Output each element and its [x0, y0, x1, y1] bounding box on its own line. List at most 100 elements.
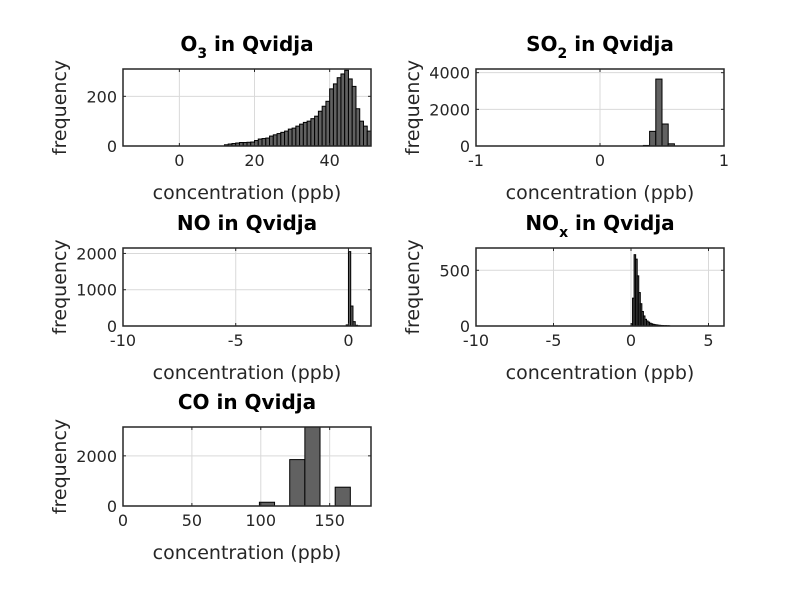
- histogram-bar: [257, 138, 263, 147]
- histogram-bar: [351, 85, 357, 147]
- histogram-bar: [355, 108, 361, 147]
- y-tick-label: 2000: [429, 100, 470, 119]
- y-axis-label: frequency: [402, 60, 424, 155]
- y-tick-label: 2000: [76, 244, 117, 263]
- y-tick-label: 0: [107, 137, 117, 156]
- histogram-bar: [329, 88, 334, 147]
- x-tick-label: 50: [182, 511, 202, 530]
- axes-box: [475, 247, 725, 327]
- y-tick-label: 0: [460, 137, 470, 156]
- x-axis-label: concentration (ppb): [153, 542, 342, 564]
- x-tick-label: 40: [319, 151, 339, 170]
- histogram-bar: [261, 138, 267, 147]
- histogram-bar: [359, 120, 364, 147]
- title-rest: in Qvidja: [567, 32, 674, 56]
- x-tick-label: -10: [463, 331, 489, 350]
- chart-title: NOx in Qvidja: [525, 211, 674, 241]
- histogram-bar: [344, 69, 349, 147]
- x-tick-label: 0: [343, 331, 353, 350]
- title-main: SO: [526, 32, 557, 56]
- panel-no: -10 -5 0 0 1000 2000 concentration (ppb) freque…: [49, 211, 372, 384]
- panel-o3: 0 20 40 0 200 concentration (ppb) frequency O3 …: [49, 32, 372, 204]
- histogram-bar: [340, 73, 346, 147]
- title-main: NO: [525, 211, 559, 235]
- histogram-bar: [649, 130, 657, 147]
- histogram-bar: [265, 137, 271, 147]
- y-axis-label: frequency: [49, 419, 71, 514]
- histogram-bar: [334, 486, 351, 507]
- histogram-bar: [272, 134, 278, 147]
- title-rest: in Qvidja: [568, 211, 675, 235]
- chart-title: SO2 in Qvidja: [526, 32, 674, 62]
- plot-area: [123, 427, 371, 506]
- x-tick-label: 0: [626, 331, 636, 350]
- histogram-bar: [280, 131, 286, 147]
- histogram-bar: [317, 110, 323, 147]
- histogram-bar: [254, 140, 259, 147]
- x-tick-label: 100: [246, 511, 277, 530]
- histogram-bar: [347, 78, 353, 147]
- histogram-bar: [310, 118, 316, 147]
- x-tick-label: 20: [244, 151, 264, 170]
- histogram-bar: [302, 121, 308, 147]
- histogram-bar: [336, 77, 342, 147]
- y-axis-label: frequency: [49, 60, 71, 155]
- histogram-bar: [332, 83, 338, 147]
- y-axis-label: frequency: [49, 239, 71, 334]
- panel-nox: -10 -5 0 5 0 500 concentration (ppb) frequency N…: [402, 211, 725, 384]
- y-tick-label: 0: [107, 497, 117, 516]
- x-tick-label: 150: [314, 511, 345, 530]
- title-main: O: [180, 32, 197, 56]
- chart-title: CO in Qvidja: [178, 390, 316, 414]
- chart-title: O3 in Qvidja: [180, 32, 313, 62]
- x-tick-label: 0: [595, 151, 605, 170]
- x-tick-label: -1: [468, 151, 484, 170]
- x-tick-label: 0: [174, 151, 184, 170]
- histogram-bar: [321, 105, 327, 147]
- y-tick-label: 1000: [76, 281, 117, 300]
- x-axis-label: concentration (ppb): [153, 182, 342, 204]
- histogram-bar: [269, 135, 274, 147]
- histogram-bar: [284, 130, 289, 147]
- y-tick-label: 0: [460, 317, 470, 336]
- title-subscript: 3: [197, 46, 207, 62]
- histogram-bar: [287, 128, 293, 147]
- histogram-bar: [325, 100, 331, 147]
- title-rest: in Qvidja: [207, 32, 314, 56]
- chart-title: NO in Qvidja: [177, 211, 317, 235]
- histogram-bar: [362, 125, 368, 147]
- histogram-bar: [655, 78, 663, 147]
- y-axis-label: frequency: [402, 239, 424, 334]
- histogram-bar: [289, 459, 306, 507]
- axes-box: [122, 68, 372, 147]
- histogram-bar: [276, 133, 282, 147]
- y-tick-label: 500: [439, 261, 470, 280]
- x-tick-label: -5: [546, 331, 562, 350]
- x-tick-label: -5: [228, 331, 244, 350]
- x-axis-label: concentration (ppb): [506, 182, 695, 204]
- plot-area: [123, 248, 371, 326]
- x-tick-label: 0: [118, 511, 128, 530]
- x-tick-label: -10: [110, 331, 136, 350]
- y-tick-label: 200: [86, 87, 117, 106]
- title-subscript: x: [559, 225, 568, 241]
- y-tick-label: 2000: [76, 447, 117, 466]
- title-subscript: 2: [558, 46, 568, 62]
- axes-box: [122, 247, 372, 327]
- plot-area: [476, 248, 724, 326]
- histogram-bar: [291, 127, 297, 147]
- x-tick-label: 5: [703, 331, 713, 350]
- histogram-bar: [661, 123, 669, 147]
- histogram-bar: [306, 120, 312, 147]
- axes-box: [122, 426, 372, 507]
- y-tick-label: 4000: [429, 64, 470, 83]
- x-axis-label: concentration (ppb): [506, 362, 695, 384]
- histogram-bar: [304, 426, 321, 507]
- title-main: NO in Qvidja: [177, 211, 317, 235]
- histogram-bar: [295, 125, 301, 147]
- x-axis-label: concentration (ppb): [153, 362, 342, 384]
- histogram-bar: [299, 123, 304, 147]
- y-tick-label: 0: [107, 317, 117, 336]
